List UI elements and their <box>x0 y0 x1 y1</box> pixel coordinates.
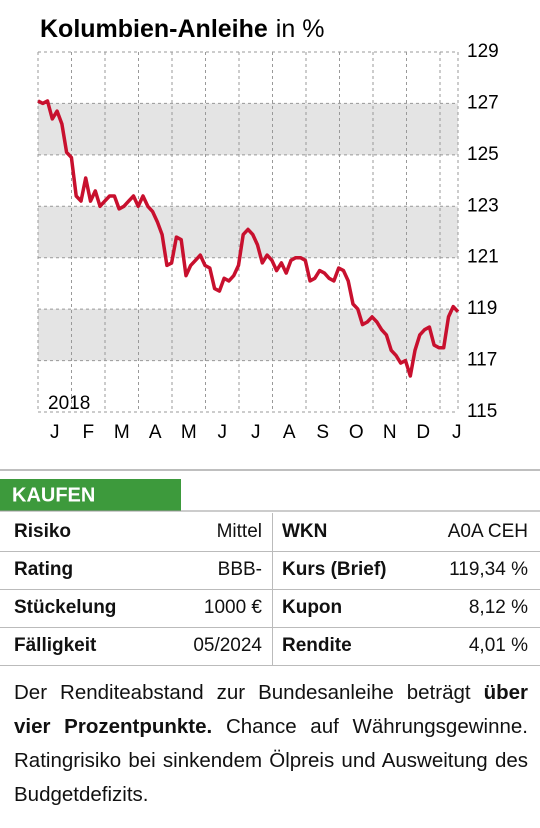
divider <box>272 589 273 627</box>
table-value: A0A CEH <box>447 521 528 542</box>
y-tick-label: 127 <box>467 92 499 113</box>
x-tick-label: J <box>452 422 462 443</box>
table-key: Risiko <box>14 521 72 542</box>
x-tick-label: J <box>50 422 60 443</box>
description: Der Renditeabstand zur Bundesanleihe bet… <box>14 676 528 812</box>
table-key: Fälligkeit <box>14 635 97 656</box>
table-key: Kurs (Brief) <box>282 559 387 580</box>
chart-title: Kolumbien-Anleihe <box>40 15 268 43</box>
y-tick-label: 119 <box>467 298 497 319</box>
band <box>38 103 458 155</box>
table-value: 1000 € <box>203 597 262 618</box>
chart: Kolumbien-Anleihe in % 2018 KAUFEN 115 117… <box>0 15 540 512</box>
x-tick-label: J <box>218 422 228 443</box>
x-tick-label: J <box>251 422 261 443</box>
x-tick-label: N <box>383 422 397 443</box>
x-tick-label: M <box>114 422 130 443</box>
divider <box>272 551 273 589</box>
x-tick-label: F <box>82 422 94 443</box>
text-part: Chance auf Währungsgewinne. Ratingrisiko… <box>14 715 528 806</box>
chart-unit: in % <box>276 15 325 43</box>
x-tick-label: O <box>349 422 364 443</box>
y-tick-label: 129 <box>467 41 499 62</box>
table-value: Mittel <box>216 521 262 542</box>
text-part: über vier Prozentpunkte. <box>14 681 528 738</box>
x-tick-label: A <box>149 422 162 443</box>
plot-area <box>37 51 459 413</box>
x-tick-label: M <box>181 422 197 443</box>
table-key: Stückelung <box>14 597 117 618</box>
table-value: 8,12 % <box>468 597 528 618</box>
table-row: Risiko Mittel WKN A0A CEH <box>0 513 540 552</box>
table-key: Rendite <box>282 635 352 656</box>
year-label: 2018 <box>48 393 90 414</box>
header-label: KAUFEN <box>12 484 95 506</box>
x-tick-label: S <box>316 422 329 443</box>
table-row: Stückelung 1000 € Kupon 8,12 % <box>0 589 540 628</box>
text-part: Der Renditeabstand zur Bundesanleihe bet… <box>14 681 484 704</box>
table-value: 4,01 % <box>468 635 528 656</box>
header-bar <box>0 479 181 511</box>
divider <box>272 513 273 551</box>
table-key: Kupon <box>282 597 343 618</box>
y-tick-label: 115 <box>467 401 497 422</box>
table-key: WKN <box>282 521 328 542</box>
y-tick-label: 117 <box>467 350 497 371</box>
x-tick-label: A <box>283 422 296 443</box>
table-value: 05/2024 <box>193 635 262 656</box>
chart-title-wrap: Kolumbien-Anleihe in % <box>40 15 324 43</box>
x-tick-label: D <box>416 422 430 443</box>
table-value: 119,34 % <box>449 559 528 580</box>
price-line <box>37 99 460 378</box>
table-row: Fälligkeit 05/2024 Rendite 4,01 % <box>0 627 540 666</box>
y-tick-label: 121 <box>467 247 499 268</box>
band <box>38 206 458 258</box>
table-key: Rating <box>14 559 74 580</box>
table-row: Rating BBB- Kurs (Brief) 119,34 % <box>0 551 540 590</box>
divider <box>272 627 273 665</box>
table-value: BBB- <box>217 559 262 580</box>
y-tick-label: 125 <box>467 144 499 165</box>
y-tick-label: 123 <box>467 195 499 216</box>
